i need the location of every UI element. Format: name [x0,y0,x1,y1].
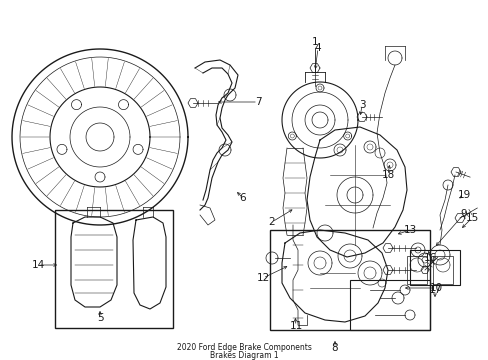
Bar [55,210,173,328]
Bar [432,256,452,284]
Text: 17: 17 [427,285,441,295]
Text: 11: 11 [289,321,302,331]
Text: 1: 1 [311,37,318,47]
Text: 14: 14 [31,260,44,270]
Bar [409,250,459,285]
Text: 9: 9 [460,209,467,219]
Bar [269,230,429,330]
Text: 16: 16 [423,253,436,263]
Text: 12: 12 [256,273,269,283]
Text: 18: 18 [381,170,394,180]
Text: 19: 19 [456,190,469,200]
Text: 3: 3 [358,100,365,110]
Text: 8: 8 [331,343,338,353]
Text: 6: 6 [239,193,246,203]
Text: 2: 2 [268,217,275,227]
Text: 10: 10 [428,283,442,293]
Text: 5: 5 [97,313,103,323]
Text: 13: 13 [403,225,416,235]
Text: 4: 4 [314,43,321,53]
Text: 2020 Ford Edge Brake Components: 2020 Ford Edge Brake Components [177,343,311,352]
Text: 15: 15 [465,213,478,223]
Text: 7: 7 [254,97,261,107]
Bar [349,280,429,330]
Bar [406,256,426,284]
Text: Brakes Diagram 1: Brakes Diagram 1 [210,351,278,360]
